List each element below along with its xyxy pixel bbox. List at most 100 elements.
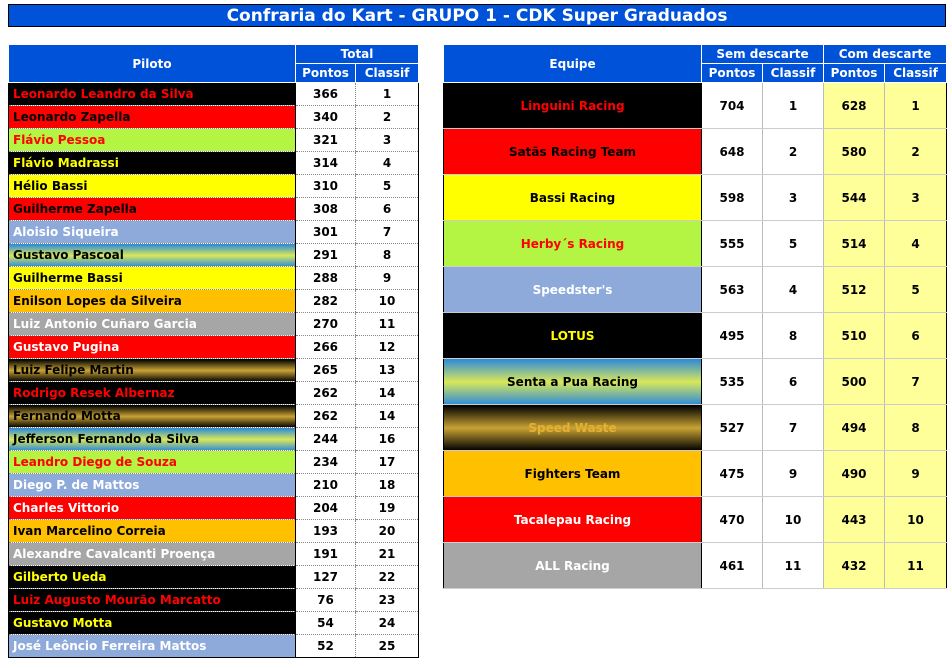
team-name: Senta a Pua Racing — [443, 358, 702, 405]
team-com-classif: 11 — [883, 542, 947, 589]
team-sem-pontos: 461 — [701, 542, 763, 589]
driver-name: Luiz Felipe Martin — [8, 358, 296, 382]
driver-pontos: 191 — [295, 542, 356, 566]
driver-row: Hélio Bassi 310 5 — [8, 174, 419, 198]
driver-name: Diego P. de Mattos — [8, 473, 296, 497]
team-sem-pontos: 598 — [701, 174, 763, 221]
driver-name: Gustavo Pugina — [8, 335, 296, 359]
team-name: ALL Racing — [443, 542, 702, 589]
driver-name: Gilberto Ueda — [8, 565, 296, 589]
team-sem-pontos: 535 — [701, 358, 763, 405]
driver-row: Leonardo Leandro da Silva 366 1 — [8, 82, 419, 106]
driver-classif: 16 — [354, 427, 419, 451]
driver-name: Jefferson Fernando da Silva — [8, 427, 296, 451]
team-row: Fighters Team 475 9 490 9 — [443, 450, 947, 497]
driver-classif: 24 — [354, 611, 419, 635]
team-row: Speedster's 563 4 512 5 — [443, 266, 947, 313]
driver-classif: 23 — [354, 588, 419, 612]
driver-pontos: 52 — [295, 634, 356, 658]
driver-row: Rodrigo Resek Albernaz 262 14 — [8, 381, 419, 405]
team-sem-classif: 10 — [762, 496, 824, 543]
driver-classif: 7 — [354, 220, 419, 244]
header-classif: Classif — [354, 63, 420, 83]
team-com-pontos: 500 — [823, 358, 885, 405]
team-com-pontos: 628 — [823, 82, 885, 129]
team-com-classif: 3 — [883, 174, 947, 221]
driver-row: Ivan Marcelino Correia 193 20 — [8, 519, 419, 543]
driver-pontos: 127 — [295, 565, 356, 589]
driver-row: Guilherme Zapella 308 6 — [8, 197, 419, 221]
driver-name: Gustavo Motta — [8, 611, 296, 635]
driver-row: Gustavo Pascoal 291 8 — [8, 243, 419, 267]
team-com-pontos: 514 — [823, 220, 885, 267]
driver-name: Guilherme Zapella — [8, 197, 296, 221]
team-sem-pontos: 470 — [701, 496, 763, 543]
team-com-pontos: 490 — [823, 450, 885, 497]
team-com-classif: 9 — [883, 450, 947, 497]
driver-row: Charles Vittorio 204 19 — [8, 496, 419, 520]
driver-pontos: 244 — [295, 427, 356, 451]
team-name: Herby´s Racing — [443, 220, 702, 267]
driver-pontos: 204 — [295, 496, 356, 520]
team-com-pontos: 510 — [823, 312, 885, 359]
team-row: Tacalepau Racing 470 10 443 10 — [443, 496, 947, 543]
driver-pontos: 301 — [295, 220, 356, 244]
driver-name: José Leôncio Ferreira Mattos — [8, 634, 296, 658]
team-sem-pontos: 527 — [701, 404, 763, 451]
team-name: LOTUS — [443, 312, 702, 359]
driver-pontos: 366 — [295, 82, 356, 106]
driver-pontos: 321 — [295, 128, 356, 152]
header-sem-classif: Classif — [762, 63, 824, 83]
driver-name: Rodrigo Resek Albernaz — [8, 381, 296, 405]
team-sem-pontos: 475 — [701, 450, 763, 497]
driver-pontos: 234 — [295, 450, 356, 474]
driver-name: Luiz Antonio Cuñaro Garcia — [8, 312, 296, 336]
team-com-pontos: 512 — [823, 266, 885, 313]
driver-row: Diego P. de Mattos 210 18 — [8, 473, 419, 497]
driver-name: Leonardo Leandro da Silva — [8, 82, 296, 106]
team-row: ALL Racing 461 11 432 11 — [443, 542, 947, 589]
team-name: Fighters Team — [443, 450, 702, 497]
driver-pontos: 308 — [295, 197, 356, 221]
driver-classif: 1 — [354, 82, 419, 106]
driver-pontos: 340 — [295, 105, 356, 129]
header-sem-pontos: Pontos — [701, 63, 763, 83]
driver-row: Gustavo Pugina 266 12 — [8, 335, 419, 359]
team-com-classif: 7 — [883, 358, 947, 405]
driver-classif: 18 — [354, 473, 419, 497]
driver-pontos: 262 — [295, 381, 356, 405]
team-sem-classif: 5 — [762, 220, 824, 267]
driver-name: Leonardo Zapella — [8, 105, 296, 129]
header-com-pontos: Pontos — [823, 63, 885, 83]
driver-pontos: 76 — [295, 588, 356, 612]
team-sem-classif: 8 — [762, 312, 824, 359]
driver-row: Luiz Antonio Cuñaro Garcia 270 11 — [8, 312, 419, 336]
team-com-pontos: 494 — [823, 404, 885, 451]
driver-name: Enilson Lopes da Silveira — [8, 289, 296, 313]
driver-pontos: 288 — [295, 266, 356, 290]
driver-name: Aloisio Siqueira — [8, 220, 296, 244]
team-name: Tacalepau Racing — [443, 496, 702, 543]
driver-row: Flávio Pessoa 321 3 — [8, 128, 419, 152]
driver-pontos: 291 — [295, 243, 356, 267]
driver-classif: 22 — [354, 565, 419, 589]
driver-row: Jefferson Fernando da Silva 244 16 — [8, 427, 419, 451]
driver-name: Leandro Diego de Souza — [8, 450, 296, 474]
team-name: Satãs Racing Team — [443, 128, 702, 175]
header-sem-descarte: Sem descarte — [701, 44, 824, 64]
driver-row: Luiz Augusto Mourão Marcatto 76 23 — [8, 588, 419, 612]
team-row: Bassi Racing 598 3 544 3 — [443, 174, 947, 221]
driver-pontos: 262 — [295, 404, 356, 428]
header-total: Total — [294, 44, 420, 64]
driver-classif: 14 — [354, 404, 419, 428]
team-sem-classif: 7 — [762, 404, 824, 451]
driver-row: Luiz Felipe Martin 265 13 — [8, 358, 419, 382]
driver-pontos: 266 — [295, 335, 356, 359]
driver-pontos: 282 — [295, 289, 356, 313]
driver-classif: 11 — [354, 312, 419, 336]
team-com-pontos: 432 — [823, 542, 885, 589]
team-sem-classif: 6 — [762, 358, 824, 405]
driver-classif: 3 — [354, 128, 419, 152]
team-row: Speed Waste 527 7 494 8 — [443, 404, 947, 451]
team-sem-classif: 2 — [762, 128, 824, 175]
